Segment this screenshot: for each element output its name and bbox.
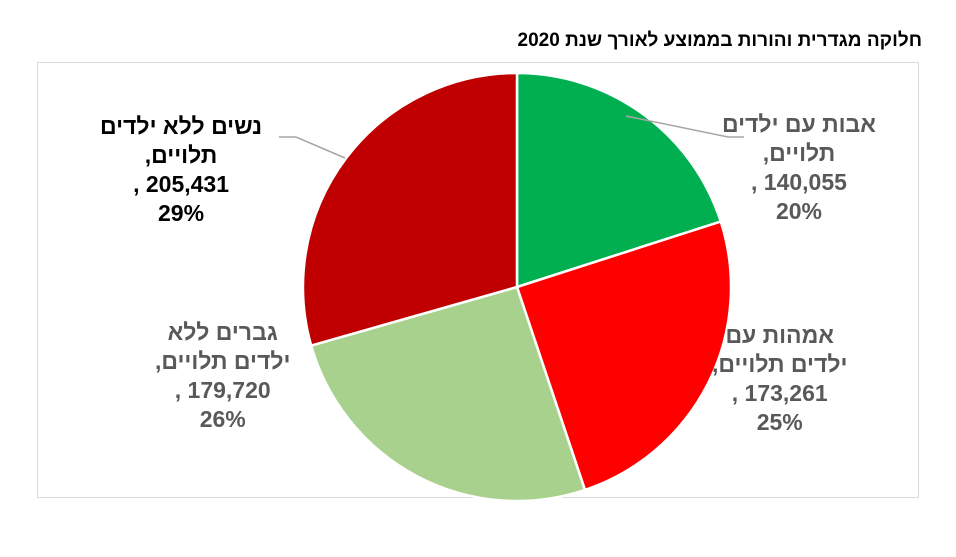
label-men-name-line1: גברים ללא <box>167 319 278 345</box>
leader-line-fathers <box>625 115 744 138</box>
label-women-value: 205,431 , <box>133 171 229 197</box>
slice-mothers-with-children <box>515 220 733 492</box>
label-women-name-line2: תלויים, <box>144 142 218 168</box>
label-fathers-value: 140,055 , <box>751 169 847 195</box>
label-men-name-line2: ילדים תלויים, <box>155 348 291 374</box>
label-women-percent: 29% <box>158 200 205 226</box>
label-fathers-with-children: אבות עם ילדים תלויים, 140,055 , 20% <box>722 110 876 226</box>
slice-fathers-with-children <box>515 71 722 289</box>
slice-men-without-children <box>309 285 587 503</box>
label-fathers-name-line1: אבות עם ילדים <box>722 111 876 137</box>
label-men-percent: 26% <box>199 406 246 432</box>
label-men-without-children: גברים ללא ילדים תלויים, 179,720 , 26% <box>155 318 290 434</box>
label-mothers-with-children: אמהות עם ילדים תלויים, 173,261 , 25% <box>712 321 847 437</box>
label-mothers-percent: 25% <box>756 409 803 435</box>
label-women-name-line1: נשים ללא ילדים <box>100 113 263 139</box>
label-fathers-name-line2: תלויים, <box>762 140 836 166</box>
label-fathers-percent: 20% <box>775 198 822 224</box>
leader-line-women <box>279 136 346 159</box>
chart-title: חלוקה מגדרית והורות בממוצע לאורך שנת 202… <box>517 30 922 51</box>
label-women-without-children: נשים ללא ילדים תלויים, 205,431 , 29% <box>100 112 262 228</box>
label-men-value: 179,720 , <box>174 377 271 403</box>
label-mothers-name-line1: אמהות עם <box>725 322 834 348</box>
label-mothers-value: 173,261 , <box>731 380 828 406</box>
slice-women-without-children <box>301 71 519 347</box>
label-mothers-name-line2: ילדים תלויים, <box>712 351 848 377</box>
